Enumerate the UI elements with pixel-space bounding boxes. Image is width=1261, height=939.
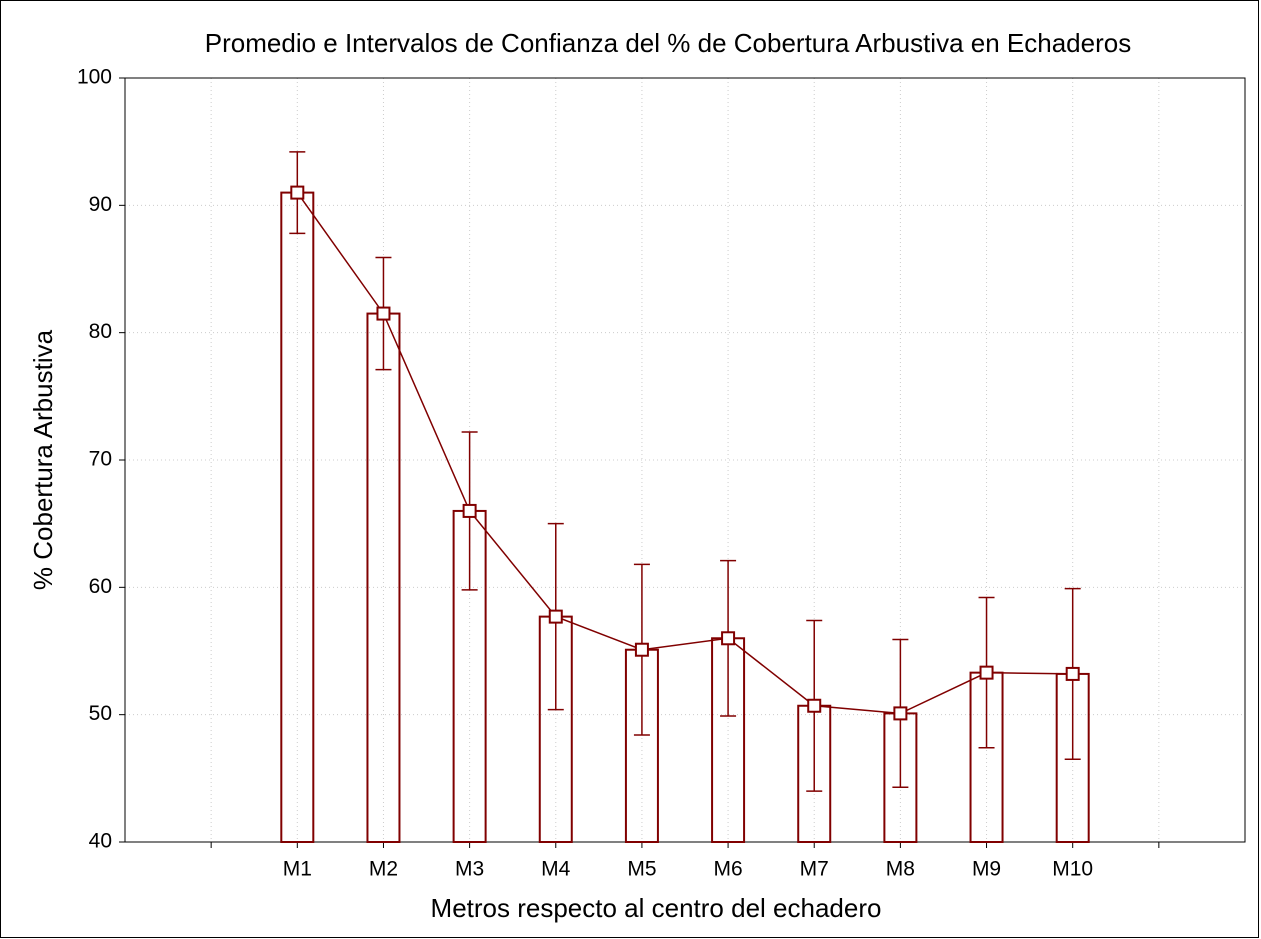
mean-marker: [290, 185, 305, 200]
mean-marker: [807, 698, 822, 713]
mean-marker: [376, 306, 391, 321]
y-tick-label: 40: [89, 830, 112, 853]
mean-marker: [979, 665, 994, 680]
x-tick-label: M4: [541, 858, 570, 881]
x-axis-label: Metros respecto al centro del echadero: [431, 893, 882, 923]
x-tick-label: M9: [972, 858, 1001, 881]
mean-marker: [1065, 666, 1080, 681]
y-tick-label: 80: [89, 320, 112, 343]
y-tick-label: 70: [89, 448, 112, 471]
x-tick-label: M7: [800, 858, 829, 881]
x-tick-label: M1: [283, 858, 312, 881]
y-tick-label: 50: [89, 702, 112, 725]
mean-marker: [634, 642, 649, 657]
plot-area: [124, 77, 1246, 843]
y-tick-label: 90: [89, 193, 112, 216]
chart-title: Promedio e Intervalos de Confianza del %…: [205, 28, 1131, 58]
mean-line: [296, 192, 1073, 715]
y-tick-label: 100: [77, 66, 112, 89]
x-tick-label: M3: [455, 858, 484, 881]
mean-marker: [721, 631, 736, 646]
x-tick-label: M8: [886, 858, 915, 881]
x-tick-label: M2: [369, 858, 398, 881]
mean-marker: [462, 503, 477, 518]
x-tick-label: M6: [713, 858, 742, 881]
mean-marker: [893, 706, 908, 721]
x-tick-label: M5: [627, 858, 656, 881]
x-tick-label: M10: [1052, 858, 1093, 881]
y-axis-label: % Cobertura Arbustiva: [28, 329, 58, 590]
y-tick-label: 60: [89, 575, 112, 598]
mean-marker: [548, 609, 563, 624]
